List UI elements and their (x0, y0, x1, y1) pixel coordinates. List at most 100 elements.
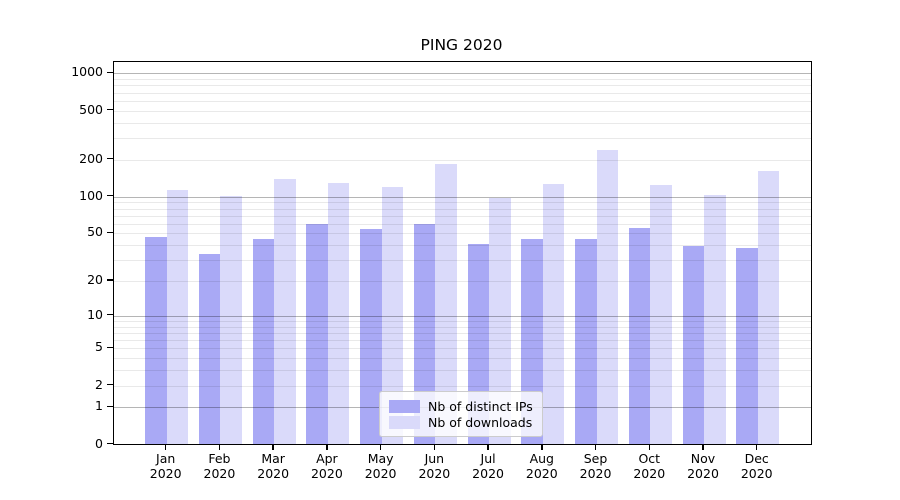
bar-ips-jun (413, 223, 436, 445)
y-tick-1 (107, 405, 113, 407)
y-tick-label-1: 1 (95, 398, 103, 414)
minor-gridline-70 (114, 215, 811, 217)
bar-ips-nov (682, 246, 704, 445)
legend-row-downloads: Nb of downloads (389, 415, 533, 430)
y-tick-5 (107, 346, 113, 348)
x-tick-jun (433, 444, 436, 450)
x-tick-label-jul: Jul 2020 (472, 451, 504, 481)
bar-downloads-nov (704, 194, 726, 445)
legend-label-downloads: Nb of downloads (428, 415, 533, 430)
x-tick-label-aug: Aug 2020 (525, 451, 558, 481)
bar-downloads-jan (166, 190, 189, 445)
x-tick-label-feb: Feb 2020 (203, 451, 236, 481)
bar-downloads-aug (542, 184, 565, 445)
major-gridline-1000 (114, 73, 811, 75)
x-tick-label-oct: Oct 2020 (633, 451, 666, 481)
x-tick-feb (218, 444, 221, 450)
x-tick-label-nov: Nov 2020 (687, 451, 719, 481)
y-tick-0 (107, 442, 113, 445)
y-tick-label-500: 500 (79, 101, 103, 117)
bar-ips-mar (252, 238, 275, 445)
x-tick-oct (648, 444, 650, 450)
bar-ips-apr (306, 223, 328, 445)
y-tick-label-5: 5 (95, 339, 103, 355)
x-tick-dec (756, 444, 758, 450)
bar-downloads-oct (650, 185, 672, 445)
chart-title: PING 2020 (420, 36, 503, 54)
legend: Nb of distinct IPs Nb of downloads (379, 391, 543, 437)
x-tick-aug (541, 444, 543, 450)
y-tick-label-100: 100 (79, 187, 103, 203)
major-gridline-10 (114, 315, 811, 317)
minor-gridline-20 (114, 281, 811, 282)
y-tick-100 (107, 194, 113, 197)
bar-downloads-sep (596, 149, 619, 445)
bar-ips-jan (145, 236, 167, 445)
y-tick-200 (107, 158, 113, 160)
legend-row-distinct-ips: Nb of distinct IPs (389, 399, 533, 414)
y-tick-2 (107, 383, 113, 386)
y-tick-10 (107, 314, 113, 316)
legend-swatch-downloads (389, 416, 420, 429)
minor-gridline-8 (114, 326, 811, 328)
y-tick-label-20: 20 (87, 272, 103, 287)
minor-gridline-2 (114, 385, 811, 387)
x-tick-label-mar: Mar 2020 (257, 451, 290, 481)
minor-gridline-80 (114, 208, 811, 210)
minor-gridline-500 (114, 110, 811, 112)
major-gridline-100 (114, 196, 811, 198)
minor-gridline-600 (114, 100, 811, 102)
legend-label-distinct-ips: Nb of distinct IPs (428, 399, 533, 414)
x-tick-jan (165, 444, 167, 450)
minor-gridline-900 (114, 79, 811, 81)
y-tick-1000 (107, 71, 113, 74)
minor-gridline-4 (114, 358, 811, 360)
bar-downloads-apr (327, 182, 350, 445)
x-tick-label-may: May 2020 (364, 451, 397, 481)
bar-downloads-jul (489, 197, 511, 445)
bar-ips-dec (736, 247, 758, 445)
bar-ips-feb (198, 253, 221, 445)
x-tick-label-jun: Jun 2020 (418, 451, 451, 481)
grid-layer (114, 62, 811, 444)
x-tick-sep (594, 444, 597, 450)
minor-gridline-90 (114, 202, 811, 204)
minor-gridline-7 (114, 332, 811, 334)
minor-gridline-800 (114, 85, 811, 87)
y-tick-label-50: 50 (87, 224, 103, 240)
x-tick-label-apr: Apr 2020 (310, 451, 343, 481)
bar-downloads-mar (274, 179, 296, 445)
minor-gridline-400 (114, 122, 811, 124)
bar-downloads-feb (220, 196, 242, 445)
minor-gridline-9 (114, 320, 811, 322)
x-tick-mar (272, 444, 274, 450)
x-tick-jul (487, 444, 489, 450)
y-tick-500 (107, 108, 113, 111)
minor-gridline-30 (114, 260, 811, 262)
minor-gridline-200 (114, 159, 811, 161)
bar-ips-sep (575, 238, 597, 445)
y-tick-20 (107, 279, 113, 281)
bar-downloads-dec (757, 170, 780, 445)
minor-gridline-700 (114, 92, 811, 94)
y-tick-label-1000: 1000 (71, 64, 103, 80)
minor-gridline-300 (114, 138, 811, 140)
legend-swatch-distinct-ips (389, 400, 420, 413)
y-tick-label-10: 10 (87, 306, 103, 322)
minor-gridline-60 (114, 223, 811, 225)
minor-gridline-5 (114, 348, 811, 350)
bar-downloads-jun (435, 164, 457, 445)
x-tick-apr (326, 444, 328, 450)
plot-area (113, 61, 812, 445)
y-tick-label-200: 200 (79, 150, 103, 166)
x-tick-label-dec: Dec 2020 (740, 451, 773, 481)
minor-gridline-40 (114, 245, 811, 247)
minor-gridline-6 (114, 340, 811, 341)
x-tick-nov (702, 444, 704, 450)
x-tick-label-sep: Sep 2020 (579, 451, 612, 481)
y-tick-50 (107, 231, 113, 234)
bar-downloads-may (381, 186, 404, 445)
minor-gridline-3 (114, 370, 811, 372)
x-tick-may (379, 444, 382, 450)
